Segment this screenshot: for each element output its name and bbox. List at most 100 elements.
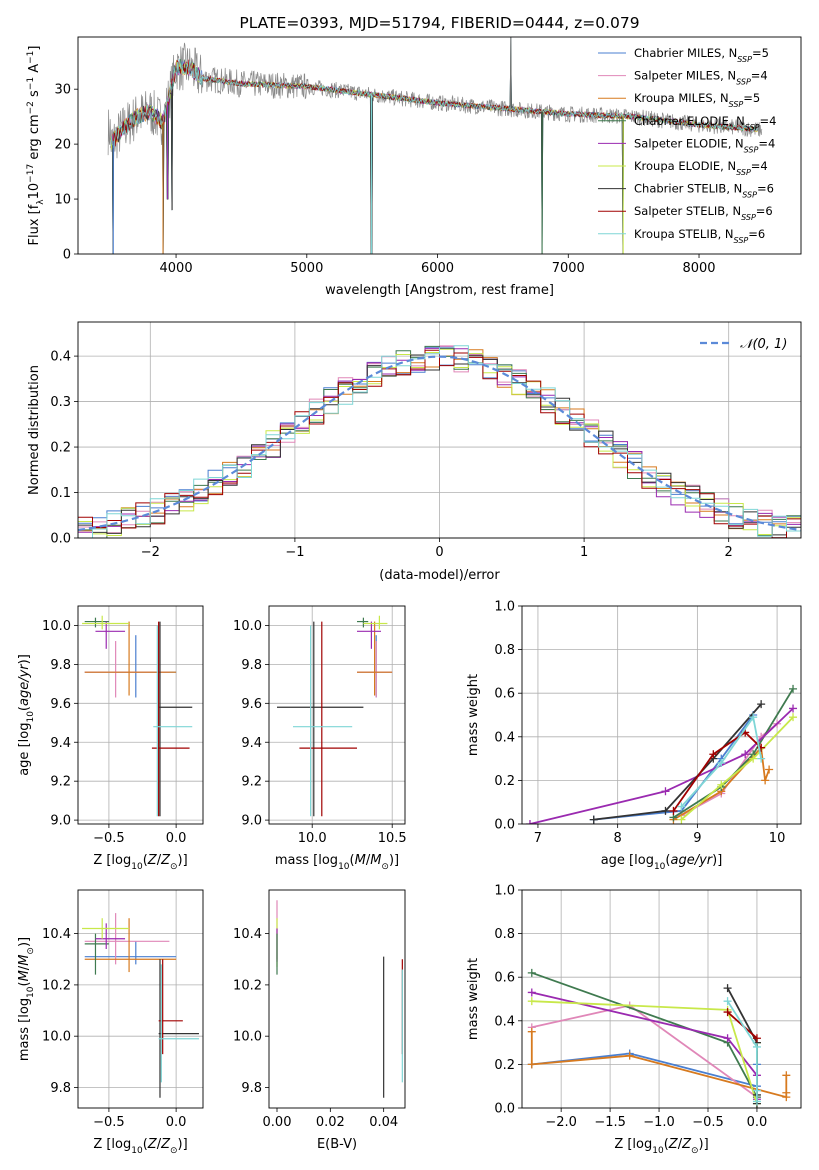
x-axis-label: E(B-V) <box>317 1137 357 1152</box>
series-marker <box>661 787 670 796</box>
y-tick-label: 0.2 <box>50 441 71 456</box>
y-tick-label: 9.4 <box>50 736 71 751</box>
series-marker <box>723 997 732 1006</box>
y-tick-label: 9.0 <box>50 814 71 829</box>
legend-label: Chabrier MILES, NSSP=5 <box>634 46 769 64</box>
legend-label: Kroupa ELODIE, NSSP=4 <box>634 159 768 177</box>
y-tick-label: 20 <box>54 138 71 153</box>
y-axis-label: mass weight <box>466 958 481 1040</box>
series-marker <box>525 820 534 824</box>
x-axis-label: Z [log10(Z/Z⊙)] <box>93 1137 187 1156</box>
x-tick-label: 0.04 <box>369 1115 398 1130</box>
x-tick-label: −1.0 <box>643 1115 675 1130</box>
series-marker <box>527 988 536 997</box>
mass_vs_Z-panel: −0.5 0.0 9.8 10.0 10.2 10.4 Z [log10(Z/Z⊙)] mas… <box>17 889 204 1156</box>
series <box>527 968 791 1108</box>
legend-label: Kroupa MILES, NSSP=5 <box>634 91 760 109</box>
x-tick-label: −0.5 <box>93 1115 125 1130</box>
histogram-series <box>78 345 801 538</box>
series-marker <box>757 700 766 709</box>
y-tick-label: 9.4 <box>241 736 262 751</box>
y-tick-label: 0.8 <box>494 643 515 658</box>
series-line <box>672 731 762 812</box>
y-tick-label: 9.8 <box>50 658 71 673</box>
y-tick-label: 10.2 <box>233 978 262 993</box>
y-axis-label: mass weight <box>466 674 481 756</box>
axes-frame <box>268 605 406 825</box>
x-tick-label: 2 <box>725 545 733 560</box>
y-tick-label: 0.4 <box>494 730 515 745</box>
x-tick-label: 9 <box>693 831 701 846</box>
x-tick-label: 0.00 <box>263 1115 292 1130</box>
series-marker <box>527 997 536 1006</box>
y-tick-label: 0.4 <box>50 350 71 365</box>
y-tick-label: 0.8 <box>494 927 515 942</box>
y-tick-label: 9.8 <box>241 658 262 673</box>
x-tick-label: 0.0 <box>166 831 187 846</box>
y-tick-label: 10.0 <box>233 1030 262 1045</box>
x-axis-label: age [log10(age/yr)] <box>601 853 723 872</box>
legend-label: Salpeter STELIB, NSSP=6 <box>634 204 773 222</box>
series-marker <box>782 1071 791 1080</box>
series-marker <box>723 1008 732 1017</box>
series-marker <box>789 684 798 693</box>
y-tick-label: 9.8 <box>50 1081 71 1096</box>
series-marker <box>752 1097 761 1106</box>
series-marker <box>527 1060 536 1069</box>
series-line <box>680 714 762 808</box>
y-tick-label: 30 <box>54 83 71 98</box>
series-line <box>680 716 794 821</box>
series-marker <box>677 815 686 824</box>
series-marker <box>752 1086 761 1095</box>
y-tick-label: 10.0 <box>233 619 262 634</box>
x-tick-label: 10.5 <box>378 831 407 846</box>
x-tick-label: 5000 <box>290 261 323 276</box>
y-tick-label: 0.0 <box>494 1102 515 1117</box>
series-line <box>726 1000 758 1102</box>
legend-label: 𝒩(0, 1) <box>740 337 787 352</box>
series-marker <box>749 713 758 722</box>
y-tick-label: 10.4 <box>42 927 71 942</box>
histograms <box>78 345 801 538</box>
legend-label: Salpeter MILES, NSSP=4 <box>634 69 768 87</box>
x-tick-label: 4000 <box>160 261 193 276</box>
series-marker <box>625 1051 634 1060</box>
y-tick-label: 9.2 <box>50 775 71 790</box>
y-tick-label: 0.2 <box>494 1058 515 1073</box>
series-marker <box>589 815 598 824</box>
y-tick-label: 0 <box>63 248 71 263</box>
series-marker <box>741 750 750 759</box>
chart-title: PLATE=0393, MJD=51794, FIBERID=0444, z=0… <box>239 14 639 32</box>
model-spectrum <box>110 58 759 148</box>
errorbars <box>82 913 199 1098</box>
series-marker <box>661 806 670 815</box>
y-axis-label: age [log10(age/yr)] <box>17 654 36 776</box>
series-line <box>529 707 794 824</box>
legend-label: Kroupa STELIB, NSSP=6 <box>634 227 765 245</box>
series-marker <box>782 1088 791 1097</box>
x-axis-label: Z [log10(Z/Z⊙)] <box>614 1137 708 1156</box>
series-marker <box>527 1027 536 1036</box>
series-marker <box>749 754 758 763</box>
series-marker <box>723 984 732 993</box>
errorbars <box>276 900 403 1098</box>
y-tick-label: 1.0 <box>494 884 515 899</box>
y-tick-label: 0.6 <box>494 971 515 986</box>
x-tick-label: −2 <box>141 545 160 560</box>
series-marker <box>765 765 774 774</box>
y-tick-label: 9.0 <box>241 814 262 829</box>
x-axis-label: Z [log10(Z/Z⊙)] <box>93 853 187 872</box>
series-marker <box>789 704 798 713</box>
y-tick-label: 0.0 <box>50 532 71 547</box>
x-tick-label: 0.0 <box>166 1115 187 1130</box>
x-tick-label: 7 <box>534 831 542 846</box>
x-tick-label: −1 <box>285 545 304 560</box>
y-tick-label: 9.6 <box>50 697 71 712</box>
series-marker <box>717 758 726 767</box>
x-tick-label: 8 <box>614 831 622 846</box>
y-tick-label: 0.0 <box>494 818 515 833</box>
residuals-panel: −2 −1 0 1 2 0.0 0.1 0.2 0.3 0.4 (data-model)/error… <box>27 321 802 583</box>
y-tick-label: 0.4 <box>494 1014 515 1029</box>
series-marker <box>669 806 678 815</box>
